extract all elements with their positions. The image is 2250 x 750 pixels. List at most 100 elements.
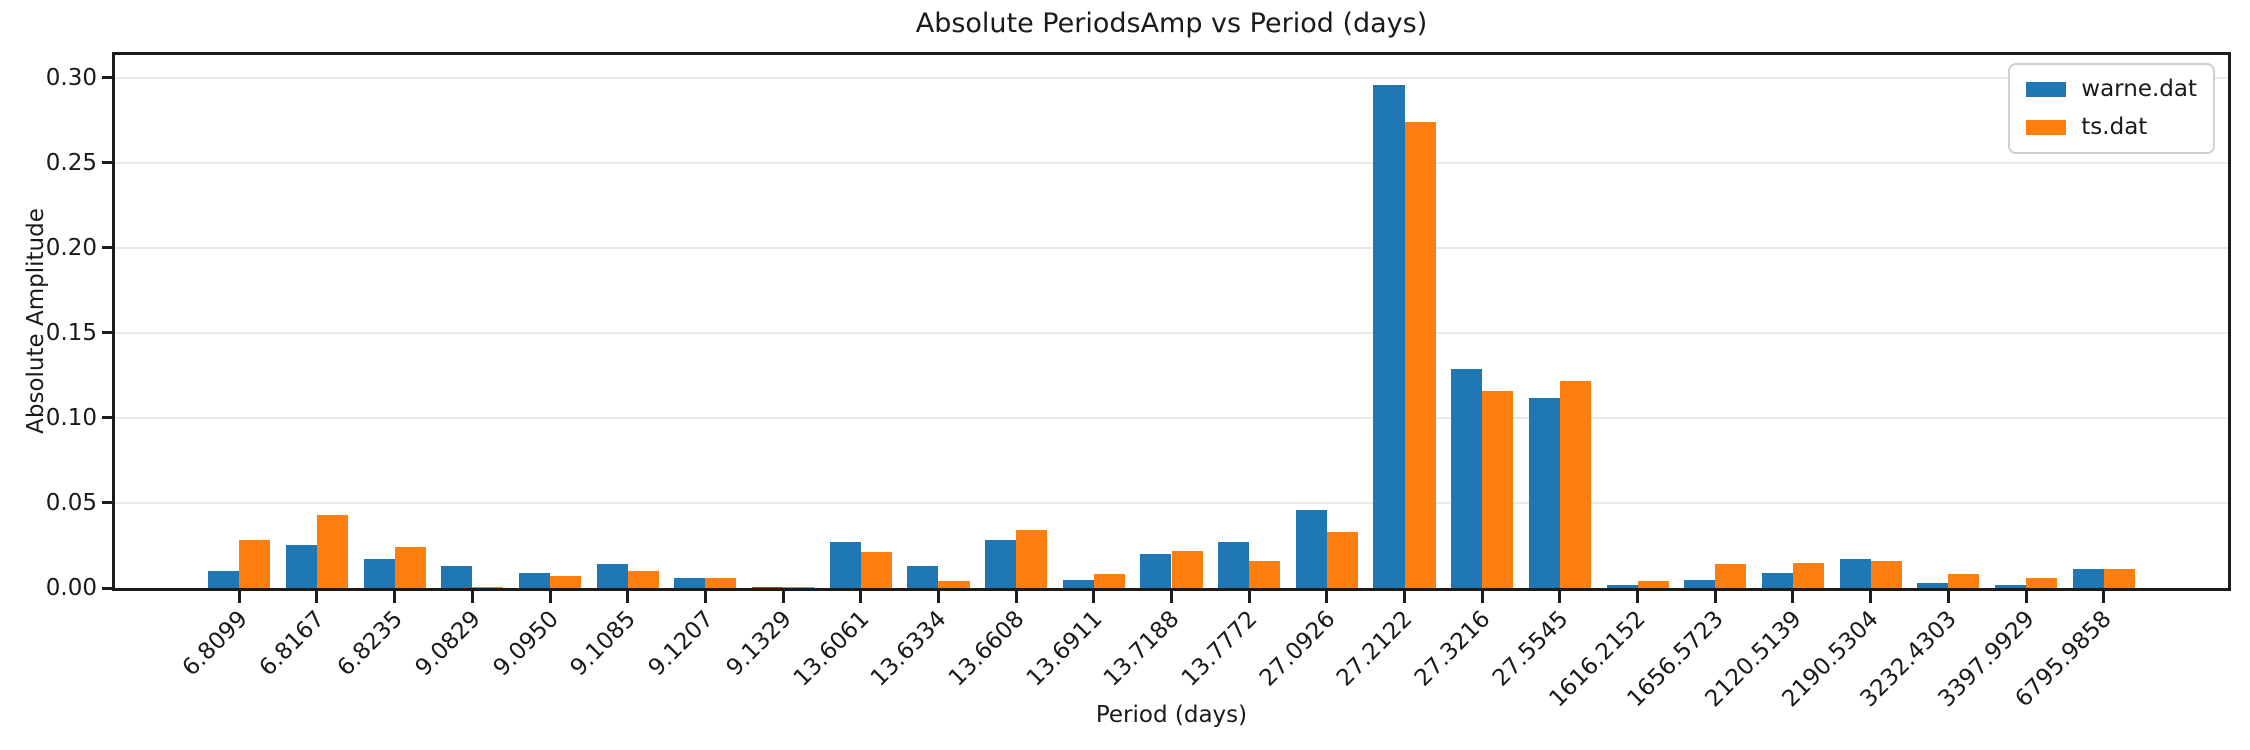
bar-warne.dat: [985, 540, 1017, 588]
x-tick-mark: [1636, 591, 1640, 603]
bar-ts.dat: [1404, 122, 1436, 588]
x-tick-label: 27.2122: [1332, 606, 1418, 692]
x-tick-label: 6.8167: [255, 606, 331, 682]
bar-ts.dat: [2026, 577, 2058, 588]
x-tick-mark: [1946, 591, 1950, 603]
x-tick-label: 6.8235: [332, 606, 409, 682]
bar-ts.dat: [239, 540, 271, 588]
y-tick-mark: [102, 416, 115, 420]
x-tick-label: 13.6061: [788, 606, 875, 692]
y-tick-label: 0.30: [45, 64, 97, 91]
x-tick-mark: [470, 591, 474, 603]
legend-label-warne: warne.dat: [2081, 76, 2197, 102]
x-tick-mark: [1558, 591, 1562, 603]
bar-warne.dat: [2072, 569, 2104, 588]
bar-ts.dat: [1715, 564, 1747, 588]
x-tick-mark: [626, 591, 630, 603]
y-tick-label: 0.00: [45, 575, 97, 601]
x-tick-mark: [1014, 591, 1018, 603]
x-tick-mark: [2102, 591, 2106, 603]
x-tick-label: 9.0829: [410, 606, 486, 682]
legend-label-ts: ts.dat: [2081, 114, 2148, 140]
x-tick-mark: [393, 591, 397, 603]
bar-warne.dat: [596, 564, 628, 588]
y-tick-mark: [102, 161, 115, 165]
y-tick-mark: [102, 246, 115, 250]
x-tick-mark: [1247, 591, 1251, 603]
bar-warne.dat: [1839, 559, 1871, 588]
x-tick-label: 9.1085: [565, 606, 642, 682]
bar-ts.dat: [1792, 562, 1825, 588]
x-tick-label: 27.0926: [1254, 606, 1341, 692]
bar-ts.dat: [938, 581, 970, 588]
x-tick-label: 9.0950: [488, 606, 564, 682]
y-tick-label: 0.10: [45, 404, 97, 431]
x-tick-mark: [315, 591, 319, 603]
x-tick-label: 13.6334: [866, 606, 952, 692]
gridline: [115, 501, 2228, 504]
x-tick-mark: [548, 591, 552, 603]
x-tick-mark: [1791, 591, 1795, 603]
bar-ts.dat: [550, 576, 582, 588]
bar-warne.dat: [1684, 579, 1716, 588]
x-tick-label: 13.6608: [943, 606, 1030, 692]
bar-ts.dat: [860, 552, 892, 588]
x-tick-label: 9.1329: [721, 606, 797, 682]
bar-ts.dat: [1948, 574, 1980, 588]
gridline: [115, 331, 2228, 334]
bar-ts.dat: [394, 547, 426, 588]
x-tick-mark: [703, 591, 707, 603]
legend-swatch-ts: [2026, 120, 2067, 135]
bar-ts.dat: [1637, 581, 1669, 588]
bar-warne.dat: [1062, 579, 1094, 588]
bar-ts.dat: [2103, 569, 2135, 588]
bar-warne.dat: [1218, 542, 1250, 588]
legend-row: warne.dat: [2026, 75, 2197, 104]
bar-warne.dat: [1140, 554, 1172, 588]
gridline: [115, 416, 2228, 419]
bar-warne.dat: [752, 587, 784, 588]
bar-warne.dat: [1606, 584, 1638, 588]
y-tick-mark: [102, 586, 115, 590]
legend-row: ts.dat: [2026, 113, 2197, 142]
bar-warne.dat: [1917, 582, 1949, 588]
gridline: [115, 161, 2228, 164]
bar-ts.dat: [783, 587, 815, 588]
bar-ts.dat: [1870, 560, 1902, 588]
bar-ts.dat: [627, 571, 659, 588]
y-tick-mark: [102, 501, 115, 505]
bar-ts.dat: [1482, 390, 1514, 588]
legend-swatch-warne: [2026, 82, 2067, 97]
bar-warne.dat: [907, 565, 939, 588]
gridline: [115, 246, 2228, 249]
bar-warne.dat: [1761, 572, 1793, 588]
bar-warne.dat: [1451, 368, 1483, 588]
bar-ts.dat: [1171, 550, 1203, 588]
chart-title: Absolute PeriodsAmp vs Period (days): [915, 8, 1428, 39]
x-tick-label: 9.1207: [643, 606, 719, 682]
bar-warne.dat: [829, 542, 861, 588]
bar-ts.dat: [316, 514, 349, 588]
x-tick-mark: [237, 591, 241, 603]
x-tick-mark: [1325, 591, 1329, 603]
x-tick-label: 13.7188: [1099, 606, 1185, 692]
bar-ts.dat: [1559, 380, 1591, 588]
x-axis-label: Period (days): [1095, 702, 1248, 728]
y-tick-mark: [102, 76, 115, 80]
x-tick-mark: [859, 591, 863, 603]
bar-warne.dat: [441, 565, 473, 588]
x-tick-mark: [1869, 591, 1873, 603]
bar-warne.dat: [208, 571, 240, 588]
y-tick-mark: [102, 331, 115, 335]
bar-warne.dat: [285, 545, 317, 588]
x-tick-label: 13.7772: [1176, 606, 1263, 692]
plot-area: [115, 55, 2228, 588]
x-tick-label: 13.6911: [1021, 606, 1108, 692]
x-tick-mark: [1713, 591, 1717, 603]
x-tick-mark: [1170, 591, 1173, 603]
x-tick-label: 6.8099: [177, 606, 253, 682]
x-tick-mark: [936, 591, 940, 603]
y-tick-label: 0.15: [45, 319, 97, 346]
y-tick-label: 0.05: [45, 489, 97, 516]
